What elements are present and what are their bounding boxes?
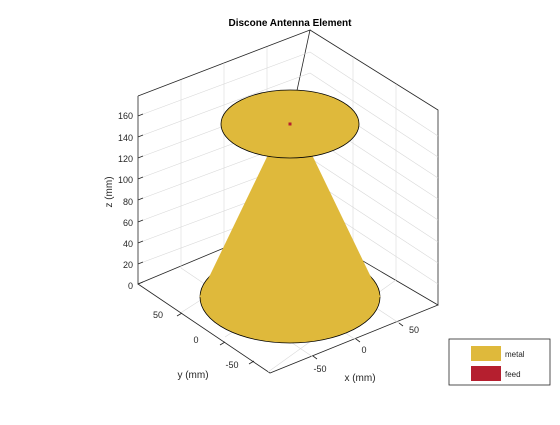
- z-axis-label: z (mm): [104, 176, 115, 207]
- z-axis: 0 20 40 60 80 100 120 140 160 z (mm): [104, 111, 144, 291]
- y-tick-label: 0: [193, 335, 198, 345]
- cone-element: [199, 155, 381, 344]
- x-tick-mark: [312, 355, 318, 360]
- x-tick-label: 50: [409, 325, 419, 335]
- z-tick-label: 20: [123, 260, 133, 270]
- disc-element: [220, 89, 360, 159]
- legend: metal feed: [448, 338, 551, 386]
- legend-label-feed: feed: [505, 370, 521, 379]
- z-tick-mark: [137, 134, 144, 138]
- z-tick-mark: [137, 155, 144, 159]
- y-tick-mark: [176, 312, 183, 317]
- z-grid-line: [309, 157, 439, 243]
- z-tick-label: 80: [123, 197, 133, 207]
- z-tick-label: 120: [118, 154, 133, 164]
- z-tick-mark: [137, 261, 144, 265]
- x-axis-label: x (mm): [344, 373, 375, 384]
- z-tick-label: 140: [118, 133, 133, 143]
- legend-swatch-metal: [471, 346, 501, 361]
- z-tick-label: 160: [118, 111, 133, 121]
- y-tick-mark: [248, 360, 255, 365]
- cone-left-edge: [199, 155, 269, 298]
- z-grid-line: [309, 51, 439, 137]
- z-tick-mark: [137, 176, 144, 180]
- back-right-wall-outline: [309, 29, 439, 306]
- legend-swatch-feed: [471, 366, 501, 381]
- plot-title: Discone Antenna Element: [229, 18, 353, 29]
- z-tick-mark: [137, 281, 144, 285]
- x-tick-mark: [355, 338, 361, 343]
- x-tick-label: -50: [313, 364, 326, 374]
- z-tick-label: 40: [123, 239, 133, 249]
- z-grid-line: [309, 178, 439, 264]
- legend-label-metal: metal: [505, 350, 525, 359]
- x-tick-label: 0: [361, 345, 366, 355]
- cone-body-front: [200, 156, 380, 297]
- z-tick-label: 60: [123, 218, 133, 228]
- z-grid-line: [309, 72, 439, 158]
- feed-point: [288, 122, 292, 126]
- z-tick-label: 100: [118, 175, 133, 185]
- y-tick-label: 50: [153, 310, 163, 320]
- z-tick-mark: [137, 197, 144, 201]
- x-axis: -50 0 50 x (mm): [312, 322, 419, 384]
- y-axis: 50 0 -50 y (mm): [153, 310, 255, 381]
- floor-front-edges: [137, 283, 439, 374]
- y-axis-label: y (mm): [177, 370, 208, 381]
- x-tick-mark: [398, 322, 404, 327]
- z-tick-label: 0: [128, 281, 133, 291]
- z-tick-mark: [137, 113, 144, 117]
- y-tick-label: -50: [225, 360, 238, 370]
- cone-right-edge: [311, 155, 381, 298]
- z-tick-mark: [137, 240, 144, 244]
- z-tick-mark: [137, 219, 144, 223]
- y-tick-mark: [219, 341, 226, 346]
